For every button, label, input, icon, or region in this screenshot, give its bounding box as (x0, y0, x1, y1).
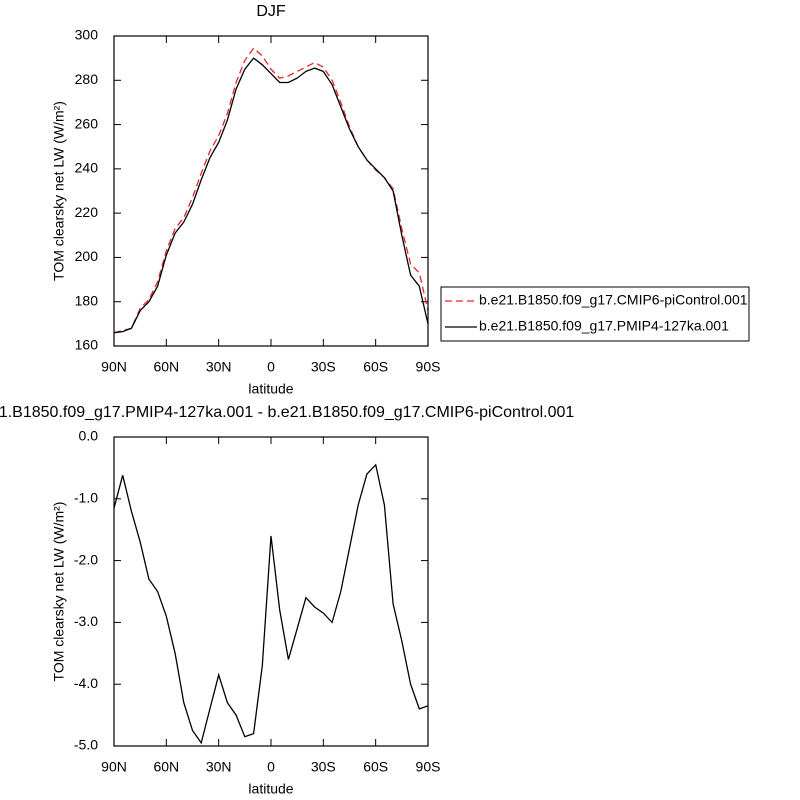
x-tick-label: 60S (363, 759, 388, 775)
chart-title: DJF (256, 3, 286, 20)
chart-title: b.e21.B1850.f09_g17.PMIP4-127ka.001 - b.… (0, 404, 574, 421)
x-tick-label: 30S (311, 759, 336, 775)
x-tick-label: 60N (153, 759, 179, 775)
x-tick-label: 0 (267, 359, 275, 375)
data-line (113, 463, 429, 745)
y-tick-label: 260 (75, 115, 99, 131)
x-tick-label: 30N (206, 759, 232, 775)
data-line (113, 47, 429, 334)
y-tick-label: 300 (75, 27, 99, 43)
x-axis-label: latitude (248, 781, 293, 797)
y-tick-label: -5.0 (74, 737, 98, 753)
x-axis-label: latitude (248, 381, 293, 397)
x-tick-label: 0 (267, 759, 275, 775)
plot-frame (113, 436, 429, 747)
y-tick-label: 180 (75, 292, 99, 308)
y-tick-label: 0.0 (79, 428, 99, 444)
x-tick-label: 30N (206, 359, 232, 375)
y-axis-label: TOM clearsky net LW (W/m²) (51, 502, 67, 682)
x-tick-label: 90N (101, 759, 127, 775)
plot-frame (113, 35, 429, 347)
y-tick-label: 280 (75, 71, 99, 87)
y-tick-label: 240 (75, 160, 99, 176)
legend-label: b.e21.B1850.f09_g17.CMIP6-piControl.001 (479, 292, 748, 308)
y-axis-label: TOM clearsky net LW (W/m²) (51, 101, 67, 281)
y-tick-label: -3.0 (74, 613, 98, 629)
data-line (113, 57, 429, 334)
y-tick-label: 160 (75, 337, 99, 353)
y-tick-label: -1.0 (74, 490, 98, 506)
x-tick-label: 30S (311, 359, 336, 375)
legend-label: b.e21.B1850.f09_g17.PMIP4-127ka.001 (479, 318, 729, 334)
y-tick-label: -4.0 (74, 675, 98, 691)
x-tick-label: 90S (416, 359, 441, 375)
y-tick-label: -2.0 (74, 551, 98, 567)
y-tick-label: 220 (75, 204, 99, 220)
x-tick-label: 60N (153, 359, 179, 375)
y-tick-label: 200 (75, 248, 99, 264)
x-tick-label: 90N (101, 359, 127, 375)
legend-box (440, 286, 750, 342)
x-tick-label: 90S (416, 759, 441, 775)
x-tick-label: 60S (363, 359, 388, 375)
